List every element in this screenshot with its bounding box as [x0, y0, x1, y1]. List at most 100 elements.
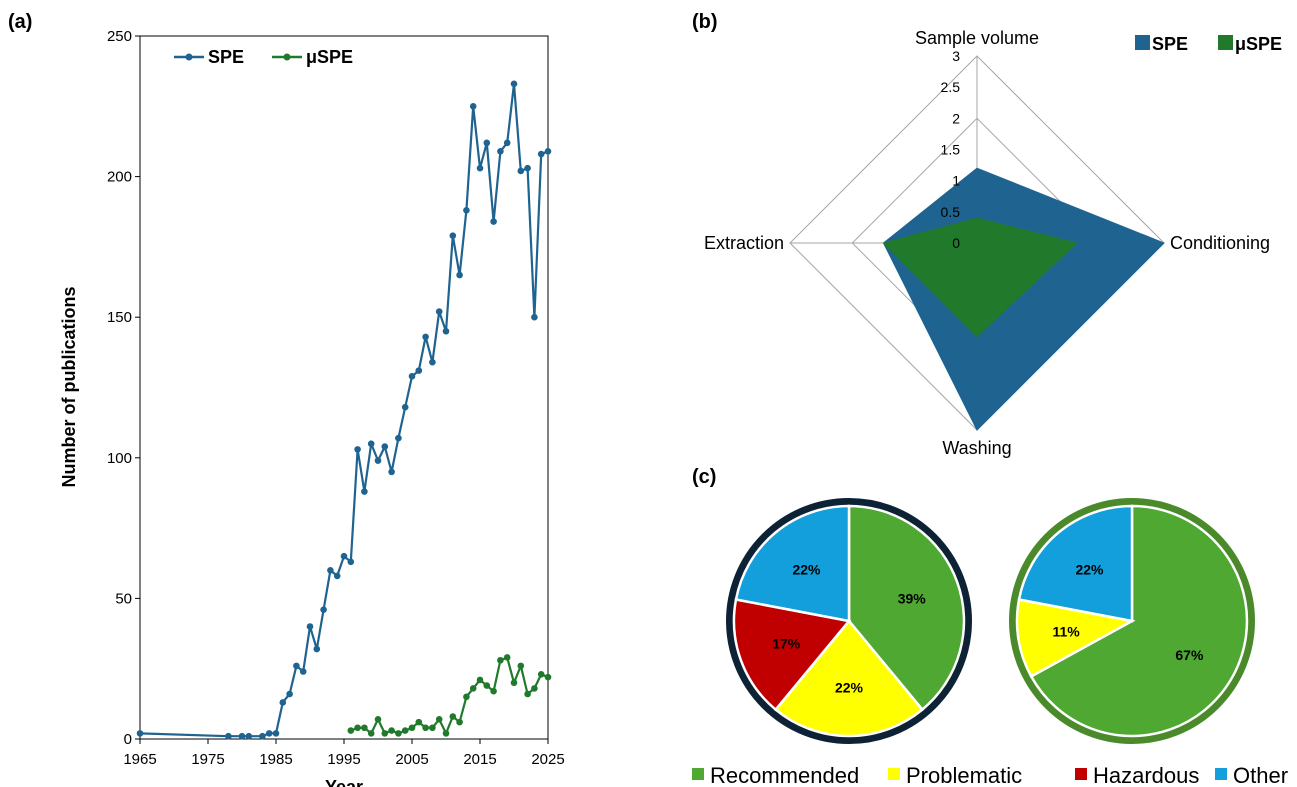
data-point-spe: [225, 732, 232, 740]
publications-line-chart: 0 50 100 150 200 250 1965 1975 1985 1995 2005 2015…: [59, 28, 565, 787]
radar-tick-label: 2.5: [941, 79, 961, 95]
data-point-uspe: [435, 716, 443, 723]
pie-slice-label: 22%: [1075, 562, 1104, 578]
data-point-uspe: [497, 656, 504, 664]
radar-tick-label: 2: [952, 110, 960, 126]
radar-chart: 0 0.5 1 1.5 2 2.5 3 Sample volume Conditioning W…: [704, 28, 1282, 458]
legend-swatch-other: [1215, 768, 1227, 780]
pie-slice-label: 39%: [898, 590, 927, 606]
data-point-spe: [327, 566, 334, 574]
data-point-spe: [340, 552, 348, 560]
data-point-spe: [279, 699, 287, 706]
series-line-spe: [139, 83, 549, 738]
data-point-uspe: [503, 654, 511, 661]
data-point-spe: [517, 167, 525, 175]
pie-slice-other: [1017, 504, 1134, 623]
data-point-uspe: [429, 724, 436, 732]
legend-label-spe: SPE: [208, 47, 244, 67]
data-point-uspe: [395, 730, 402, 737]
data-point-spe: [388, 468, 395, 476]
legend-swatch-recommended: [692, 768, 704, 780]
data-point-uspe: [456, 718, 463, 726]
data-point-spe: [395, 434, 402, 442]
data-point-uspe: [381, 730, 389, 737]
y-tick-label: 0: [124, 731, 132, 748]
legend-swatch-problematic: [888, 768, 900, 780]
pie-slice-hazardous: [732, 598, 852, 712]
data-point-spe: [286, 690, 293, 698]
radar-tick-label: 0.5: [941, 204, 961, 220]
data-point-uspe: [531, 685, 538, 692]
data-point-spe: [272, 730, 280, 737]
data-point-spe: [537, 150, 545, 158]
legend-label-uspe: μSPE: [306, 47, 353, 67]
x-tick-label: 2015: [463, 751, 496, 768]
data-point-uspe: [415, 718, 423, 726]
x-tick-label: 1965: [123, 751, 156, 768]
x-axis-label: Year: [325, 777, 363, 787]
pie-slice-label: 22%: [792, 562, 821, 578]
radar-axis-label: Sample volume: [915, 28, 1039, 48]
data-point-spe: [299, 668, 307, 675]
y-tick-label: 100: [107, 450, 132, 467]
x-tick-label: 2005: [395, 751, 428, 768]
data-point-spe: [306, 623, 314, 630]
radar-tick-label: 3: [952, 48, 960, 64]
data-point-uspe: [449, 713, 457, 720]
panel-c-label: (c): [692, 466, 716, 488]
data-point-uspe: [510, 679, 518, 687]
data-point-uspe: [347, 727, 355, 734]
data-point-spe: [435, 308, 443, 315]
legend-swatch-uspe: [1218, 35, 1233, 50]
pie-border-1: [726, 498, 972, 744]
legend-label-other: Other: [1233, 763, 1288, 787]
data-point-spe: [293, 662, 300, 670]
data-point-spe: [354, 446, 361, 453]
pie-charts: 39% 22% 17% 22% 67% 11% 22% Recommended Problem…: [692, 498, 1288, 787]
data-point-spe: [524, 164, 531, 172]
radar-tick-label: 1.5: [941, 142, 961, 158]
radar-axis-label: Conditioning: [1170, 233, 1270, 253]
data-point-uspe: [469, 685, 477, 692]
data-point-spe: [374, 457, 382, 464]
data-point-spe: [367, 440, 375, 448]
data-point-spe: [259, 732, 266, 740]
data-point-spe: [463, 207, 470, 214]
data-point-spe: [320, 606, 327, 613]
pie-slice-problematic: [773, 619, 925, 738]
pie-slice-label: 67%: [1175, 647, 1204, 663]
panel-a-label: (a): [8, 11, 32, 33]
pie-slice-label: 22%: [835, 680, 864, 696]
data-point-spe: [408, 372, 416, 380]
data-point-uspe: [517, 662, 525, 670]
data-point-spe: [476, 164, 484, 172]
y-tick-label: 200: [107, 169, 132, 186]
radar-axis-label: Extraction: [704, 233, 784, 253]
data-point-spe: [503, 139, 511, 147]
data-point-uspe: [354, 724, 361, 732]
data-point-uspe: [490, 687, 497, 695]
data-point-spe: [483, 139, 491, 147]
data-point-uspe: [374, 716, 382, 723]
data-point-uspe: [463, 693, 470, 701]
x-tick-label: 2025: [531, 751, 564, 768]
y-tick-label: 250: [107, 28, 132, 45]
data-point-spe: [442, 327, 450, 335]
data-point-uspe: [408, 724, 416, 732]
data-point-spe: [497, 147, 504, 155]
x-tick-label: 1995: [327, 751, 360, 768]
legend-label-hazardous: Hazardous: [1093, 763, 1199, 787]
legend-label-problematic: Problematic: [906, 763, 1022, 787]
data-point-spe: [490, 218, 497, 225]
y-tick-label: 150: [107, 309, 132, 326]
data-point-spe: [469, 103, 477, 110]
data-point-spe: [136, 730, 144, 737]
pie-slice-label: 17%: [772, 636, 801, 652]
data-point-spe: [361, 488, 368, 495]
data-point-spe: [531, 313, 538, 321]
data-point-spe: [449, 232, 457, 239]
data-point-uspe: [401, 727, 409, 734]
series-line-uspe: [350, 656, 549, 737]
data-point-uspe: [367, 730, 375, 737]
